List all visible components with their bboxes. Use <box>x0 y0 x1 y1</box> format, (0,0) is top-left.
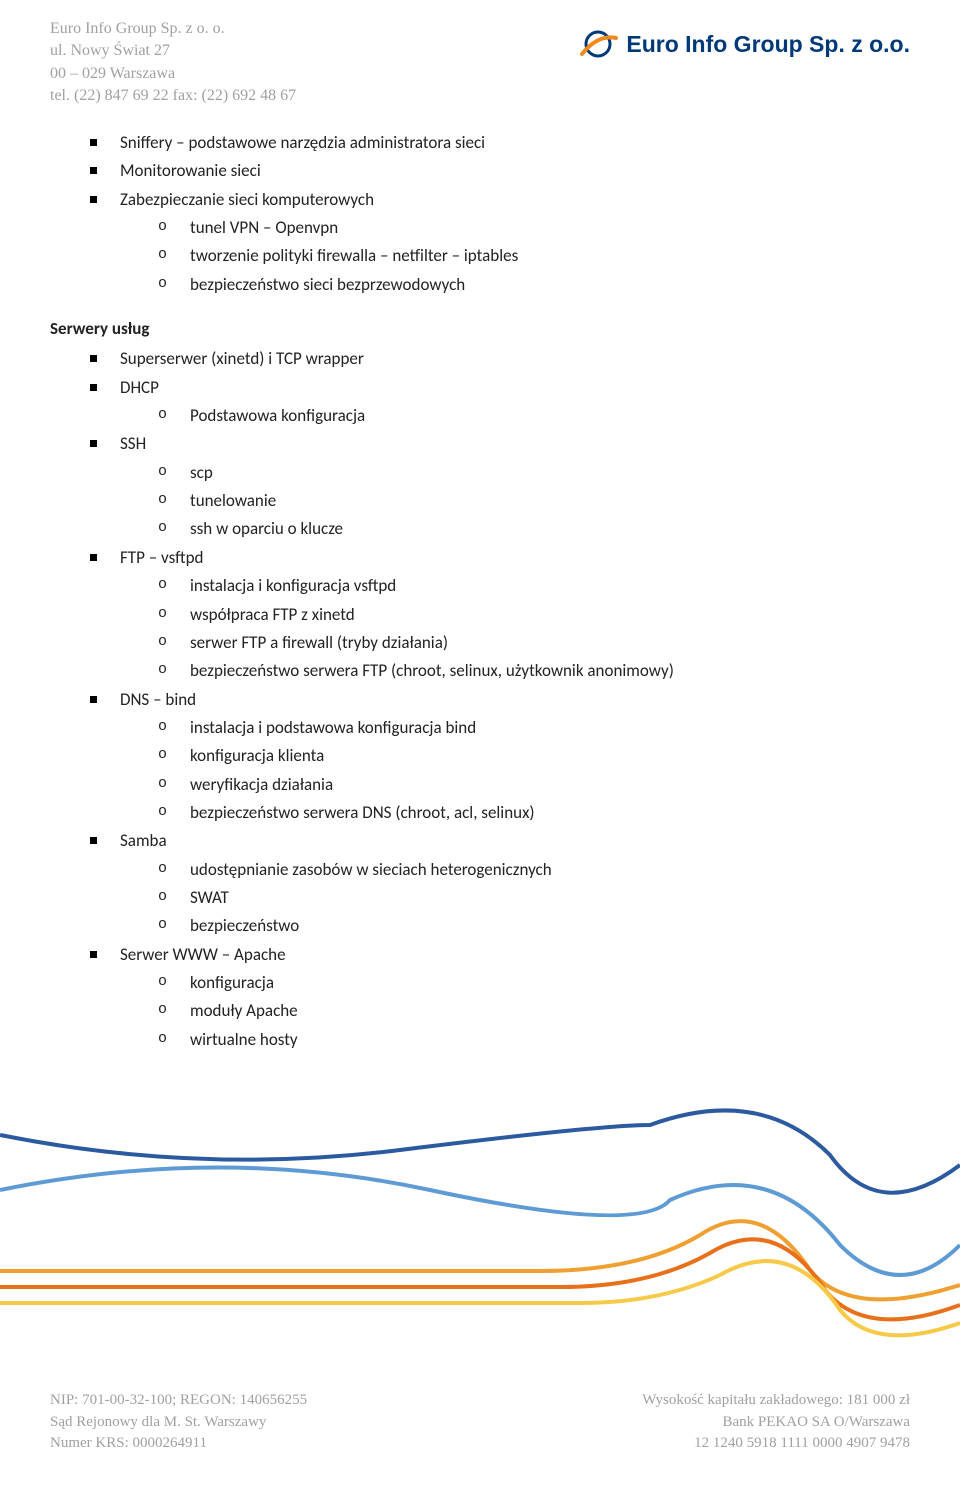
list-subitem: bezpieczeństwo serwera DNS (chroot, acl,… <box>50 800 910 826</box>
company-name: Euro Info Group Sp. z o. o. <box>50 18 296 40</box>
footer-court: Sąd Rejonowy dla M. St. Warszawy <box>50 1412 307 1434</box>
list-subitem: weryfikacja działania <box>50 772 910 798</box>
list-subitem: bezpieczeństwo sieci bezprzewodowych <box>50 272 910 298</box>
list-item: Zabezpieczanie sieci komputerowych <box>50 187 910 213</box>
list-item: DNS – bind <box>50 687 910 713</box>
list-subitem: współpraca FTP z xinetd <box>50 602 910 628</box>
list-subitem: konfiguracja <box>50 970 910 996</box>
header-address-block: Euro Info Group Sp. z o. o. ul. Nowy Świ… <box>50 18 296 108</box>
list-subitem: tunelowanie <box>50 488 910 514</box>
list-subitem: serwer FTP a firewall (tryby działania) <box>50 630 910 656</box>
list-item: Serwer WWW – Apache <box>50 942 910 968</box>
brand-text: Euro Info Group Sp. z o.o. <box>626 31 910 58</box>
list-subitem: Podstawowa konfiguracja <box>50 403 910 429</box>
footer-capital: Wysokość kapitału zakładowego: 181 000 z… <box>642 1390 910 1412</box>
list-item: DHCP <box>50 375 910 401</box>
list-item: Superserwer (xinetd) i TCP wrapper <box>50 346 910 372</box>
list-item: FTP – vsftpd <box>50 545 910 571</box>
list-subitem: tworzenie polityki firewalla – netfilter… <box>50 243 910 269</box>
list-item: Monitorowanie sieci <box>50 158 910 184</box>
footer-right-block: Wysokość kapitału zakładowego: 181 000 z… <box>642 1390 910 1455</box>
list-subitem: udostępnianie zasobów w sieciach heterog… <box>50 857 910 883</box>
list-subitem: wirtualne hosty <box>50 1027 910 1053</box>
globe-swoosh-icon <box>578 24 618 64</box>
list-subitem: instalacja i konfiguracja vsftpd <box>50 573 910 599</box>
list-subitem: konfiguracja klienta <box>50 743 910 769</box>
list-subitem: ssh w oparciu o klucze <box>50 516 910 542</box>
list-subitem: bezpieczeństwo serwera FTP (chroot, seli… <box>50 658 910 684</box>
brand-block: Euro Info Group Sp. z o.o. <box>578 24 910 64</box>
list-subitem: bezpieczeństwo <box>50 913 910 939</box>
list-subitem: SWAT <box>50 885 910 911</box>
footer-nip: NIP: 701-00-32-100; REGON: 140656255 <box>50 1390 307 1412</box>
list-subitem: moduły Apache <box>50 998 910 1024</box>
footer-left-block: NIP: 701-00-32-100; REGON: 140656255 Sąd… <box>50 1390 307 1455</box>
decorative-waves <box>0 1095 960 1355</box>
document-content: Sniffery – podstawowe narzędzia administ… <box>50 130 910 1055</box>
footer-krs: Numer KRS: 0000264911 <box>50 1433 307 1455</box>
list-subitem: scp <box>50 460 910 486</box>
company-city: 00 – 029 Warszawa <box>50 63 296 85</box>
list-item: Samba <box>50 828 910 854</box>
footer-account: 12 1240 5918 1111 0000 4907 9478 <box>642 1433 910 1455</box>
footer-bank: Bank PEKAO SA O/Warszawa <box>642 1412 910 1434</box>
list-item: SSH <box>50 431 910 457</box>
company-street: ul. Nowy Świat 27 <box>50 40 296 62</box>
list-item: Sniffery – podstawowe narzędzia administ… <box>50 130 910 156</box>
section-heading: Serwery usług <box>50 316 910 342</box>
list-subitem: instalacja i podstawowa konfiguracja bin… <box>50 715 910 741</box>
list-subitem: tunel VPN – Openvpn <box>50 215 910 241</box>
company-phone: tel. (22) 847 69 22 fax: (22) 692 48 67 <box>50 85 296 107</box>
